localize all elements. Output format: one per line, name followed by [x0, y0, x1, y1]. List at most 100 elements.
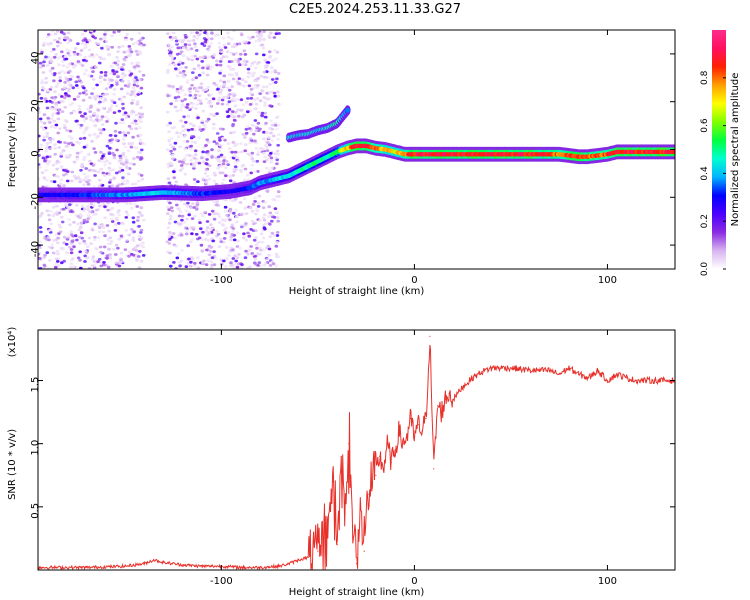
snr-data-point: [402, 443, 404, 445]
figure-title: C2E5.2024.253.11.33.G27: [288, 2, 462, 17]
snr-data-point: [448, 392, 450, 394]
snr-data-point: [444, 398, 446, 401]
snr-data-point: [635, 379, 638, 382]
snr-data-point: [352, 525, 354, 527]
snr-data-point: [340, 455, 342, 457]
snr-data-point: [375, 474, 377, 476]
snr-plot-area: [38, 335, 675, 570]
snr-data-point: [529, 369, 531, 371]
snr-data-point: [655, 379, 657, 382]
snr-data-point: [664, 379, 666, 382]
snr-data-point: [421, 430, 423, 432]
y-tick-label: 0: [30, 150, 41, 156]
snr-data-point: [440, 411, 442, 413]
x-axis-label: Height of straight line (km): [289, 587, 425, 598]
spectrogram-image: [38, 30, 675, 269]
snr-data-points: [38, 335, 675, 569]
snr-data-point: [143, 563, 145, 565]
snr-data-point: [471, 377, 473, 379]
x-tick-label: 0: [411, 275, 417, 286]
snr-data-point: [124, 565, 126, 567]
snr-data-point: [394, 449, 396, 451]
snr-data-point: [288, 563, 290, 565]
noise-region: [165, 30, 281, 269]
colorbar-tick-label: 0.0: [700, 262, 710, 277]
snr-data-point: [398, 430, 400, 432]
colorbar-tick-label: 0.4: [700, 166, 710, 181]
snr-data-point: [462, 386, 464, 388]
y-tick-label: 1.5: [30, 377, 41, 393]
colorbar-tick-label: 0.2: [700, 214, 710, 228]
snr-data-point: [317, 550, 319, 552]
snr-data-point: [153, 559, 155, 561]
snr-data-point: [348, 443, 350, 445]
snr-data-point: [336, 544, 338, 546]
snr-data-point: [382, 468, 385, 470]
snr-data-point: [481, 371, 483, 373]
y-tick-label: -40: [30, 241, 41, 257]
snr-data-point: [326, 518, 329, 521]
snr-data-point: [406, 436, 408, 438]
x-tick-label: 100: [598, 576, 617, 587]
snr-data-point: [568, 367, 570, 369]
snr-data-point: [417, 424, 419, 426]
y-axis-label: Frequency (Hz): [7, 112, 18, 188]
snr-data-point: [409, 417, 412, 419]
snr-data-point: [491, 367, 493, 369]
snr-data-point: [278, 565, 280, 567]
y-tick-label: -20: [30, 193, 41, 209]
colorbar-gradient: [712, 30, 726, 269]
side-feature: [285, 105, 351, 143]
snr-data-point: [307, 556, 309, 559]
snr-data-point: [597, 369, 599, 371]
snr-data-point: [379, 455, 381, 457]
snr-data-point: [429, 335, 431, 337]
colorbar-tick-label: 0.8: [700, 70, 710, 85]
snr-data-point: [386, 443, 388, 445]
snr-data-point: [577, 373, 580, 375]
snr-series-line: [38, 344, 675, 570]
snr-data-point: [367, 493, 369, 495]
snr-data-point: [425, 417, 427, 419]
snr-data-point: [606, 379, 609, 382]
snr-data-point: [616, 373, 618, 375]
snr-data-point: [371, 481, 373, 483]
snr-data-point: [359, 506, 361, 508]
snr-panel: -100 0 100 0.5 1.0 1.5 Height of straight line…: [7, 327, 676, 598]
snr-data-point: [433, 468, 435, 470]
snr-data-point: [298, 559, 300, 561]
snr-data-point: [182, 564, 184, 566]
snr-data-point: [332, 481, 334, 483]
snr-data-point: [558, 373, 560, 375]
snr-data-point: [645, 379, 647, 382]
ridge: [38, 138, 675, 203]
y-tick-label: 1.0: [30, 440, 41, 456]
y-axis-multiplier: (x10⁴): [7, 327, 18, 358]
snr-data-point: [201, 565, 203, 567]
snr-data-point: [240, 566, 242, 569]
y-tick-label: 0.5: [30, 503, 41, 519]
x-tick-label: -100: [210, 275, 233, 286]
snr-data-point: [344, 512, 346, 514]
x-axis-label: Height of straight line (km): [289, 286, 425, 297]
snr-data-point: [548, 369, 551, 371]
snr-data-point: [626, 377, 628, 379]
x-tick-label: -100: [210, 576, 233, 587]
snr-data-point: [587, 377, 589, 379]
snr-data-point: [510, 367, 512, 369]
y-tick-label: 20: [30, 99, 41, 112]
snr-data-point: [390, 462, 392, 464]
snr-data-point: [413, 436, 415, 438]
snr-data-point: [363, 550, 365, 552]
y-tick-label: 40: [30, 52, 41, 65]
plot-frame: [37, 329, 676, 571]
snr-data-point: [355, 563, 358, 565]
colorbar: 0.0 0.2 0.4 0.6 0.8 Normalized spectral ampli…: [700, 30, 741, 276]
snr-data-point: [437, 405, 439, 407]
x-tick-label: 0: [411, 576, 417, 587]
snr-data-point: [452, 398, 454, 401]
snr-data-point: [259, 566, 261, 569]
snr-data-point: [162, 561, 165, 564]
